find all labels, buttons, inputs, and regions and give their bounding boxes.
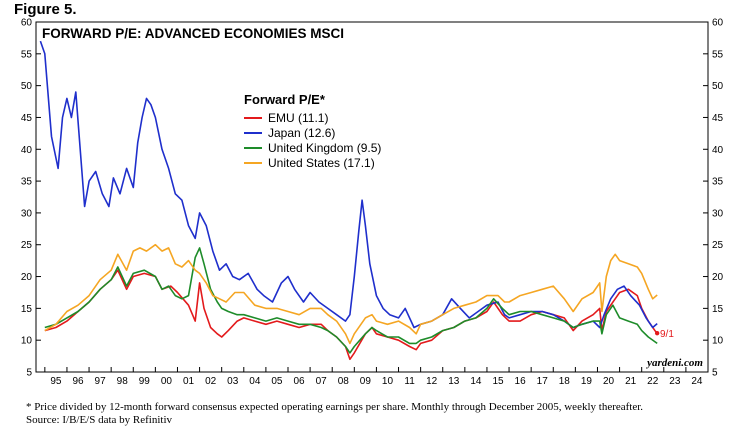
x-axis: 95 96 97 98 99 00 01 02 03 04 05 06 07 08 09 10 11 12 13 14… xyxy=(44,367,703,387)
legend-label-2: United Kingdom (9.5) xyxy=(268,141,381,155)
y-tick-label-right: 40 xyxy=(712,145,724,156)
chart-title: FORWARD P/E: ADVANCED ECONOMIES MSCI xyxy=(42,26,344,41)
x-tick-label: 01 xyxy=(183,376,195,387)
x-tick-label: 98 xyxy=(117,376,129,387)
date-annotation: 9/1 xyxy=(660,329,674,340)
x-tick-label: 15 xyxy=(492,376,504,387)
figure-label: Figure 5. xyxy=(14,1,77,18)
credit-label: yardeni.com xyxy=(645,357,703,369)
y-tick-label-left: 30 xyxy=(21,208,33,219)
x-tick-label: 00 xyxy=(161,376,173,387)
x-tick-label: 12 xyxy=(426,376,438,387)
y-tick-label-left: 5 xyxy=(26,368,32,379)
y-tick-label-left: 60 xyxy=(21,18,33,29)
y-tick-label-right: 20 xyxy=(712,272,724,283)
y-tick-label-right: 55 xyxy=(712,49,724,60)
x-tick-label: 08 xyxy=(338,376,350,387)
legend-title: Forward P/E* xyxy=(244,92,326,107)
x-tick-label: 24 xyxy=(691,376,703,387)
y-tick-label-left: 25 xyxy=(21,240,33,251)
y-tick-label-left: 35 xyxy=(21,177,33,188)
x-tick-label: 97 xyxy=(95,376,107,387)
y-tick-label-right: 10 xyxy=(712,336,724,347)
y-tick-label-right: 15 xyxy=(712,304,724,315)
x-tick-label: 09 xyxy=(360,376,372,387)
x-tick-label: 04 xyxy=(249,376,261,387)
x-tick-label: 19 xyxy=(581,376,593,387)
x-tick-label: 17 xyxy=(537,376,549,387)
y-tick-label-left: 45 xyxy=(21,113,33,124)
legend-label-0: EMU (11.1) xyxy=(268,111,328,125)
x-tick-label: 95 xyxy=(50,376,62,387)
series-line-2 xyxy=(44,247,658,354)
x-tick-label: 11 xyxy=(404,376,415,387)
x-tick-label: 23 xyxy=(669,376,681,387)
x-tick-label: 13 xyxy=(448,376,460,387)
y-tick-label-right: 50 xyxy=(712,81,724,92)
x-tick-label: 96 xyxy=(72,376,84,387)
y-tick-label-right: 30 xyxy=(712,208,724,219)
y-tick-label-right: 45 xyxy=(712,113,724,124)
footnote-source: Source: I/B/E/S data by Refinitiv xyxy=(26,414,173,426)
y-tick-label-right: 60 xyxy=(712,18,724,29)
y-tick-label-left: 40 xyxy=(21,145,33,156)
legend-label-1: Japan (12.6) xyxy=(268,126,335,140)
emu-end-marker xyxy=(654,330,660,336)
x-tick-label: 07 xyxy=(316,376,328,387)
series-lines xyxy=(39,40,660,361)
x-tick-label: 21 xyxy=(625,376,637,387)
y-tick-label-right: 25 xyxy=(712,240,724,251)
y-tick-label-left: 55 xyxy=(21,49,33,60)
x-tick-label: 99 xyxy=(139,376,151,387)
x-tick-label: 06 xyxy=(293,376,305,387)
legend-label-3: United States (17.1) xyxy=(268,156,375,170)
series-line-3 xyxy=(44,243,658,345)
y-tick-label-left: 20 xyxy=(21,272,33,283)
x-tick-label: 20 xyxy=(603,376,615,387)
y-tick-label-right: 5 xyxy=(712,368,718,379)
y-tick-label-left: 15 xyxy=(21,304,33,315)
plot-frame xyxy=(35,21,709,373)
legend: Forward P/E* EMU (11.1)Japan (12.6)Unite… xyxy=(244,92,381,170)
x-tick-label: 22 xyxy=(647,376,659,387)
x-tick-label: 02 xyxy=(205,376,217,387)
y-tick-label-left: 10 xyxy=(21,336,33,347)
footnote-text: * Price divided by 12-month forward cons… xyxy=(26,401,644,413)
footnote: * Price divided by 12-month forward cons… xyxy=(26,401,726,427)
x-tick-label: 03 xyxy=(227,376,239,387)
chart: FORWARD P/E: ADVANCED ECONOMIES MSCI 5 51… xyxy=(21,18,724,388)
x-tick-label: 10 xyxy=(382,376,394,387)
x-tick-label: 14 xyxy=(470,376,482,387)
y-tick-label-left: 50 xyxy=(21,81,33,92)
series-line-1 xyxy=(39,40,658,329)
x-tick-label: 16 xyxy=(515,376,527,387)
y-tick-label-right: 35 xyxy=(712,177,724,188)
x-tick-label: 18 xyxy=(559,376,571,387)
x-tick-label: 05 xyxy=(271,376,283,387)
